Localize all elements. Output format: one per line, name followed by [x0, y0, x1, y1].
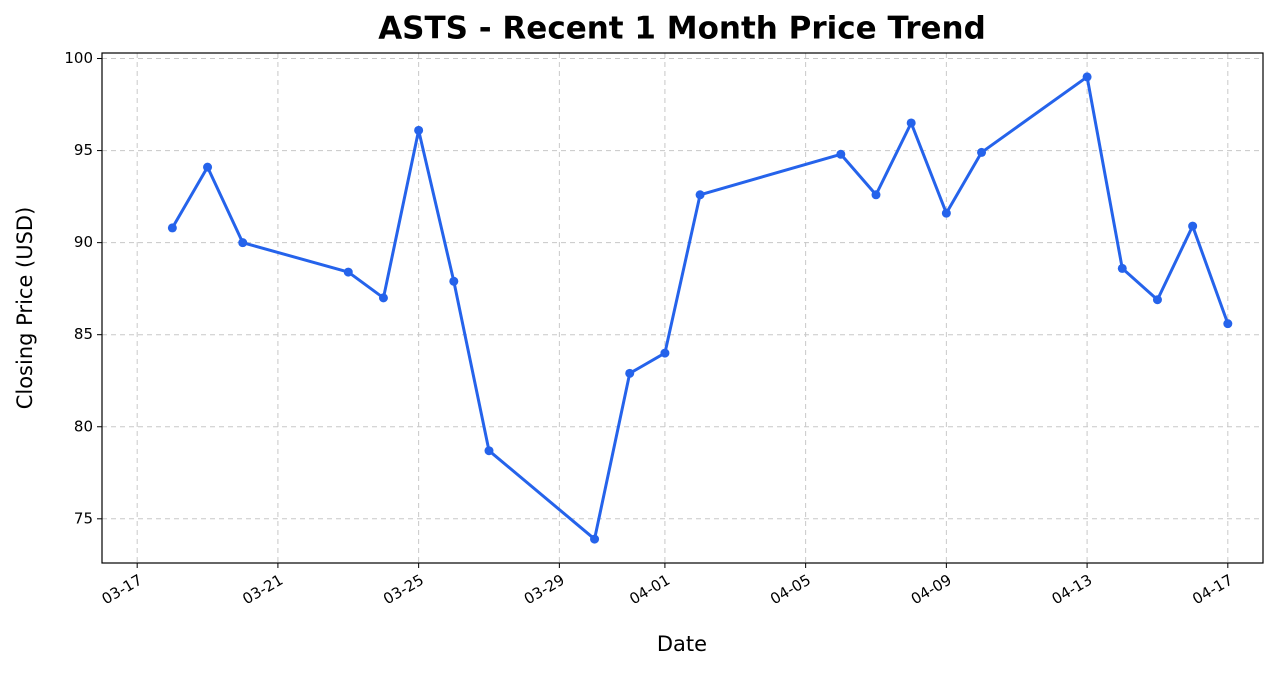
x-tick-label: 04-13	[1049, 571, 1096, 608]
data-point	[343, 267, 353, 277]
data-point	[203, 162, 213, 172]
data-point	[167, 223, 177, 233]
data-point	[378, 293, 388, 303]
data-point	[414, 125, 424, 135]
plot	[167, 72, 1233, 544]
data-point	[1188, 221, 1198, 231]
x-tick-label: 03-25	[380, 571, 427, 608]
x-tick-label: 04-05	[767, 571, 814, 608]
y-tick-label: 90	[74, 233, 93, 251]
data-point	[871, 190, 881, 200]
data-point	[238, 238, 248, 248]
data-point	[906, 118, 916, 128]
data-point	[1223, 319, 1233, 329]
data-point	[977, 147, 987, 157]
x-tick-label: 04-01	[626, 571, 673, 608]
data-point	[836, 149, 846, 159]
chart-title: ASTS - Recent 1 Month Price Trend	[378, 11, 986, 47]
y-axis-label: Closing Price (USD)	[13, 207, 37, 410]
data-point	[1152, 295, 1162, 305]
price-line	[171, 75, 1230, 541]
x-tick-label: 03-29	[521, 571, 568, 608]
x-tick-label: 03-17	[99, 571, 146, 608]
x-tick-label: 03-21	[239, 571, 286, 608]
data-point	[660, 348, 670, 358]
data-point	[1082, 72, 1092, 82]
data-point	[625, 368, 635, 378]
data-point	[449, 276, 459, 286]
plot-frame	[101, 52, 1264, 564]
x-axis-label: Date	[657, 632, 707, 656]
y-tick-label: 85	[74, 325, 93, 343]
y-tick-label: 100	[64, 49, 93, 67]
data-point	[1117, 263, 1127, 273]
x-tick-label: 04-09	[908, 571, 955, 608]
x-tick-label: 04-17	[1189, 571, 1236, 608]
grid: 75 80 85 90 95 100 03-17 03-21 03-25 03-29 04-01 04…	[64, 49, 1263, 608]
data-point	[695, 190, 705, 200]
y-tick-label: 75	[74, 509, 93, 527]
data-point	[484, 446, 494, 456]
data-point	[590, 534, 600, 544]
y-tick-label: 95	[74, 141, 93, 159]
data-point	[941, 208, 951, 218]
y-tick-label: 80	[74, 417, 93, 435]
